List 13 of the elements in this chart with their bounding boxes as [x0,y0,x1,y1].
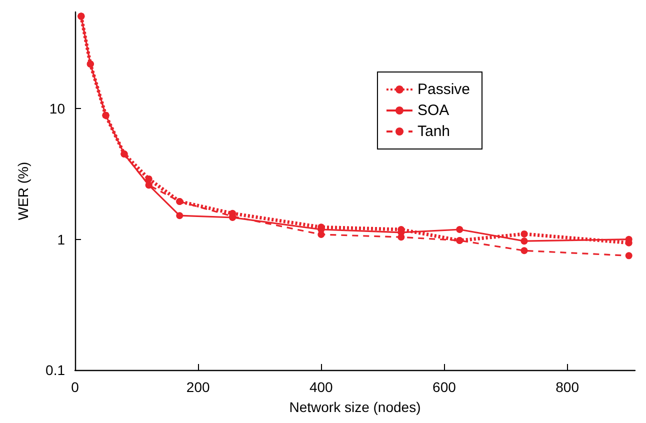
x-tick-label: 200 [186,379,210,395]
x-tick-label: 800 [556,379,580,395]
x-axis-title: Network size (nodes) [289,399,421,415]
legend-label: SOA [417,102,450,119]
y-tick-label: 10 [49,100,66,117]
y-tick-label: 0.1 [46,362,66,378]
x-tick-label: 400 [309,379,334,395]
y-tick-label: 1 [57,231,66,248]
legend-label: Passive [417,81,470,98]
x-tick-label: 600 [432,379,456,395]
x-tick-label: 0 [71,379,80,395]
y-axis-title: WER (%) [15,162,31,220]
legend-label: Tanh [417,123,450,140]
